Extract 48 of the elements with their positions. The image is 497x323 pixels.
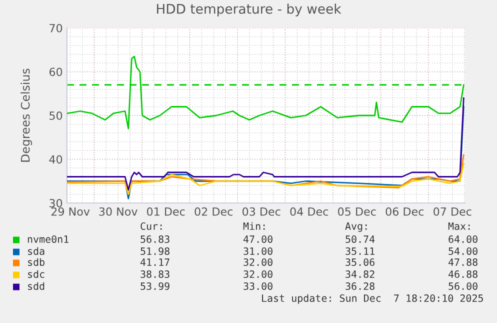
text: 38.83 (140, 270, 170, 278)
x-tick-label: 05 Dec (338, 207, 376, 216)
x-tick-label: 06 Dec (386, 207, 424, 216)
line-series (67, 97, 464, 191)
text: Avg: (345, 222, 367, 232)
legend-label: nvme0n1 (28, 235, 68, 243)
text: 41.17 (140, 258, 170, 266)
text: 51.98 (140, 247, 170, 255)
text: 36.28 (346, 282, 374, 290)
text: 33.00 (244, 282, 272, 290)
text: 35.11 (346, 247, 374, 255)
legend-label: sdd (28, 282, 44, 290)
x-tick-label: 04 Dec (290, 207, 328, 216)
text: 31.00 (244, 247, 272, 255)
text: Max: (448, 222, 470, 230)
text: 64.00 (448, 235, 478, 243)
x-tick-label: 01 Dec (146, 207, 185, 216)
y-tick-label: 70 (50, 24, 62, 32)
legend-label: sdb (28, 258, 44, 266)
text: 56.83 (140, 235, 170, 243)
text: 46.88 (448, 270, 478, 278)
x-tick-label: 02 Dec (194, 207, 232, 216)
text: 35.06 (346, 258, 374, 266)
text: 32.00 (244, 270, 272, 278)
y-axis-title: Degrees Celsius (20, 68, 32, 162)
y-tick-label: 50 (50, 111, 62, 120)
legend-label: sda (28, 247, 44, 255)
x-tick-label: 30 Nov (99, 207, 138, 216)
line-series (67, 162, 464, 195)
legend-label: sdc (28, 270, 44, 278)
y-tick-label: 40 (49, 155, 62, 164)
text: 56.00 (448, 282, 478, 290)
y-tick-label: 30 (50, 198, 62, 208)
text: 34.82 (346, 270, 374, 278)
text: 32.00 (244, 258, 272, 266)
y-tick-label: 60 (49, 68, 62, 76)
text: 53.99 (140, 282, 170, 290)
text: 50.74 (346, 235, 375, 243)
x-tick-label: 07 Dec (434, 207, 472, 216)
text: Cur: (140, 222, 162, 230)
text: 47.00 (244, 235, 272, 243)
text: 54.00 (448, 247, 478, 255)
text: Min: (243, 222, 265, 230)
chart-title: HDD temperature - by week (157, 4, 342, 16)
x-tick-label: 03 Dec (242, 207, 280, 216)
x-tick-label: 29 Nov (51, 207, 90, 216)
text: Last update: Sun Dec 7 18:20:10 2025 (262, 294, 483, 304)
text: 47.88 (448, 258, 478, 266)
